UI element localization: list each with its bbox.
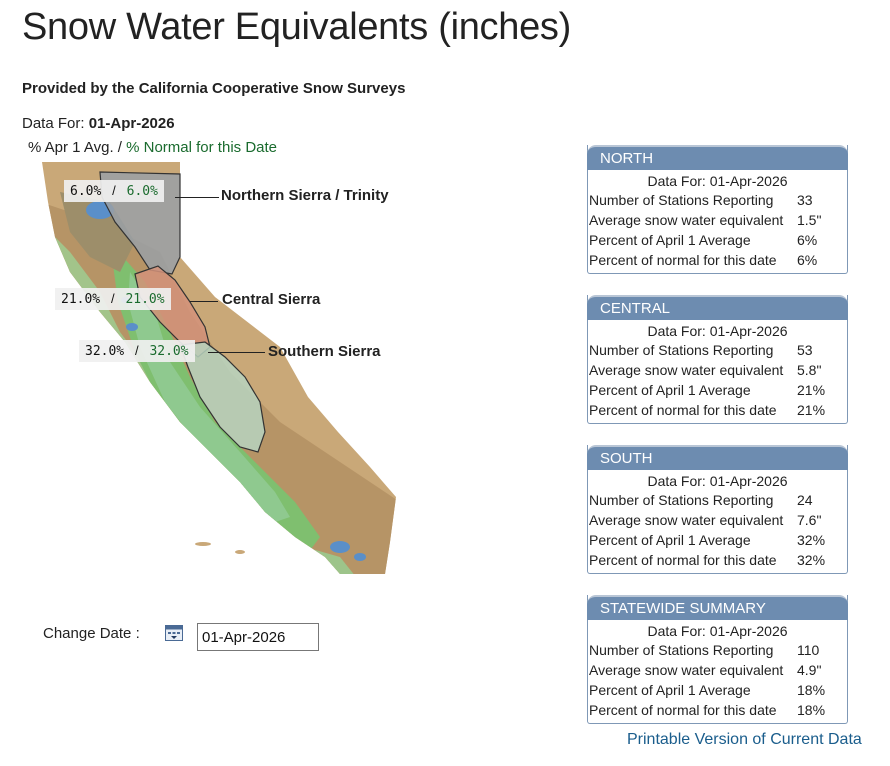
panel-row: Percent of normal for this date 21% — [589, 402, 826, 418]
panel-statewide-data-for: Data For: 01-Apr-2026 — [647, 623, 788, 639]
data-for-date: 01-Apr-2026 — [88, 115, 175, 132]
provider-text: Provided by the California Cooperative S… — [22, 80, 406, 97]
panel-row: Percent of April 1 Average 6% — [589, 232, 818, 248]
legend-apr1-avg: % Apr 1 Avg. / — [28, 139, 122, 156]
panel-row: Number of Stations Reporting 24 — [589, 492, 813, 508]
change-date-label: Change Date : — [43, 625, 140, 642]
panel-row: Percent of April 1 Average 32% — [589, 532, 826, 548]
page-title: Snow Water Equivalents (inches) — [22, 6, 571, 48]
north-leader-line — [175, 197, 219, 198]
panel-row: Percent of normal for this date 32% — [589, 552, 826, 568]
south-region-name: Southern Sierra — [268, 343, 381, 360]
panel-south: SOUTH Data For: 01-Apr-2026 Number of St… — [587, 445, 848, 574]
panel-row: Percent of April 1 Average 21% — [589, 382, 826, 398]
panel-row: Percent of normal for this date 6% — [589, 252, 818, 268]
data-for-line: Data For: 01-Apr-2026 — [22, 115, 175, 132]
region-south — [179, 341, 266, 453]
island — [235, 550, 245, 554]
panel-statewide: STATEWIDE SUMMARY Data For: 01-Apr-2026 … — [587, 595, 848, 724]
north-region-name: Northern Sierra / Trinity — [221, 187, 389, 204]
panel-row: Percent of April 1 Average 18% — [589, 682, 826, 698]
panel-south-title: SOUTH — [587, 445, 848, 470]
map-legend: % Apr 1 Avg. / % Normal for this Date — [28, 139, 277, 156]
data-for-label: Data For: — [22, 115, 85, 132]
panel-north-title: NORTH — [587, 145, 848, 170]
panel-north: NORTH Data For: 01-Apr-2026 Number of St… — [587, 145, 848, 274]
calendar-icon[interactable] — [165, 625, 183, 641]
central-pct-label: 21.0% / 21.0% — [55, 288, 171, 310]
central-leader-line — [190, 301, 218, 302]
panel-row: Average snow water equivalent 5.8" — [589, 362, 822, 378]
panel-row: Average snow water equivalent 1.5" — [589, 212, 822, 228]
panel-central: CENTRAL Data For: 01-Apr-2026 Number of … — [587, 295, 848, 424]
south-leader-line — [208, 352, 265, 353]
panel-central-title: CENTRAL — [587, 295, 848, 320]
panel-row: Average snow water equivalent 4.9" — [589, 662, 822, 678]
california-map-graphic — [42, 162, 396, 574]
printable-version-link[interactable]: Printable Version of Current Data — [627, 731, 862, 748]
island — [195, 542, 211, 546]
panel-row: Percent of normal for this date 18% — [589, 702, 826, 718]
panel-row: Number of Stations Reporting 110 — [589, 642, 820, 658]
panel-row: Average snow water equivalent 7.6" — [589, 512, 822, 528]
central-region-name: Central Sierra — [222, 291, 321, 308]
panel-north-data-for: Data For: 01-Apr-2026 — [647, 173, 788, 189]
legend-normal: % Normal for this Date — [126, 139, 278, 156]
date-input[interactable] — [197, 623, 319, 651]
panel-row: Number of Stations Reporting 33 — [589, 192, 813, 208]
south-pct-label: 32.0% / 32.0% — [79, 340, 195, 362]
california-map — [40, 162, 400, 582]
north-pct-label: 6.0% / 6.0% — [64, 180, 164, 202]
panel-central-data-for: Data For: 01-Apr-2026 — [647, 323, 788, 339]
panel-south-data-for: Data For: 01-Apr-2026 — [647, 473, 788, 489]
panel-statewide-title: STATEWIDE SUMMARY — [587, 595, 848, 620]
panel-row: Number of Stations Reporting 53 — [589, 342, 813, 358]
